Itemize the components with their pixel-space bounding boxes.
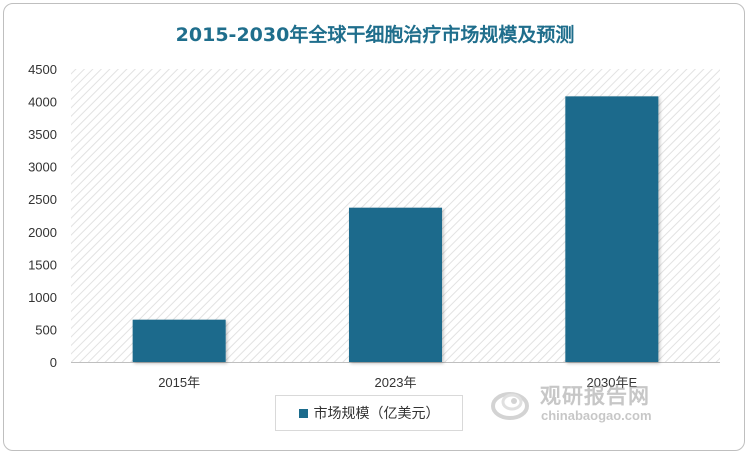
legend: 市场规模（亿美元） xyxy=(275,395,463,431)
bar xyxy=(348,207,443,362)
y-tick-label: 0 xyxy=(50,355,57,370)
bar xyxy=(565,96,659,362)
watermark-name-en: chinabaogao.com xyxy=(541,408,652,423)
x-axis-ticks: 2015年 2023年 2030年E xyxy=(158,375,637,390)
y-tick-label: 500 xyxy=(35,322,57,337)
x-tick-label: 2015年 xyxy=(158,375,200,390)
y-tick-label: 4500 xyxy=(28,62,57,77)
y-tick-label: 3500 xyxy=(28,127,57,142)
x-tick-label: 2030年E xyxy=(587,375,638,390)
bar-series xyxy=(132,96,659,362)
x-tick-label: 2023年 xyxy=(375,375,417,390)
y-tick-label: 1000 xyxy=(28,290,57,305)
watermark-name-cn: 观研报告网 xyxy=(540,384,650,408)
bar xyxy=(132,319,226,362)
y-tick-label: 4000 xyxy=(28,95,57,110)
chinabaogao-logo-icon xyxy=(491,392,529,420)
y-tick-label: 3000 xyxy=(28,160,57,175)
y-tick-label: 2000 xyxy=(28,225,57,240)
legend-label: 市场规模（亿美元） xyxy=(313,406,440,422)
y-tick-label: 2500 xyxy=(28,192,57,207)
legend-swatch xyxy=(298,408,308,418)
chart-title: 2015-2030年全球干细胞治疗市场规模及预测 xyxy=(175,24,575,46)
y-axis-ticks: 0 500 1000 1500 2000 2500 3000 3500 4000 4500 xyxy=(28,62,57,370)
y-tick-label: 1500 xyxy=(28,257,57,272)
watermark: 观研报告网 chinabaogao.com xyxy=(490,378,690,428)
